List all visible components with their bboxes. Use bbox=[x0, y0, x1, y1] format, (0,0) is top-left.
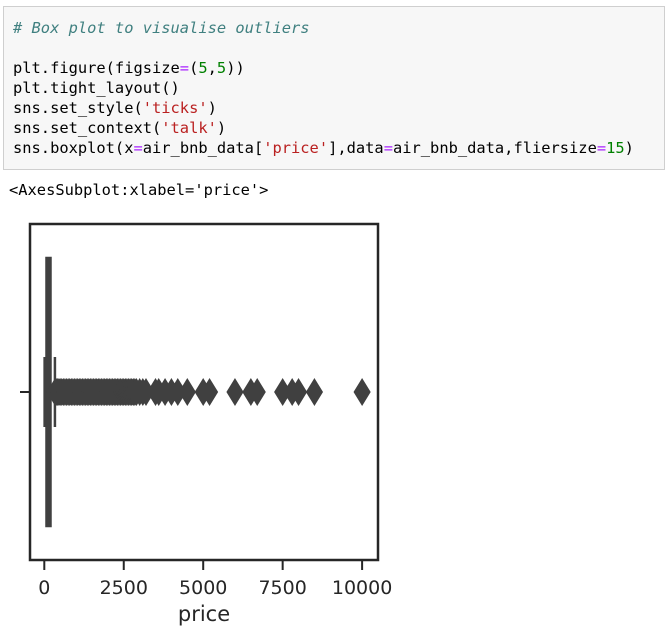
flier-point bbox=[289, 378, 308, 406]
code-token: )) bbox=[226, 59, 245, 77]
code-line: sns.set_context('talk') bbox=[13, 118, 634, 138]
code-token: 15 bbox=[606, 139, 625, 157]
flier-point bbox=[248, 378, 266, 406]
code-token: 'price' bbox=[263, 139, 329, 157]
cell-output-text: <AxesSubplot:xlabel='price'> bbox=[9, 181, 269, 199]
code-token: # Box plot to visualise outliers bbox=[13, 19, 310, 37]
code-token: , bbox=[207, 59, 217, 77]
flier-point bbox=[305, 378, 324, 406]
flier-point bbox=[353, 378, 371, 406]
code-editor[interactable]: # Box plot to visualise outliers plt.figu… bbox=[13, 18, 634, 158]
flier-point bbox=[200, 378, 219, 406]
code-token: ) bbox=[207, 99, 217, 117]
x-tick-label: 7500 bbox=[258, 577, 306, 599]
code-line: # Box plot to visualise outliers bbox=[13, 18, 634, 38]
code-token: sns.set_style( bbox=[13, 99, 143, 117]
code-line bbox=[13, 38, 634, 58]
code-token: ],data bbox=[328, 139, 384, 157]
code-cell[interactable]: # Box plot to visualise outliers plt.figu… bbox=[3, 6, 665, 170]
code-token: 5 bbox=[216, 59, 227, 77]
code-line: sns.boxplot(x=air_bnb_data['price'],data… bbox=[13, 138, 634, 158]
code-token: = bbox=[596, 139, 607, 157]
code-token: 5 bbox=[198, 59, 208, 77]
code-token: plt.tight_layout() bbox=[13, 79, 180, 97]
code-token: = bbox=[179, 59, 190, 77]
x-tick-label: 0 bbox=[38, 577, 50, 599]
code-token: sns.set_context( bbox=[13, 119, 162, 137]
code-line: plt.figure(figsize=(5,5)) bbox=[13, 58, 634, 78]
flier-point bbox=[178, 378, 196, 406]
code-token: = bbox=[133, 139, 143, 157]
code-line: plt.tight_layout() bbox=[13, 78, 634, 98]
code-token: air_bnb_data,fliersize bbox=[392, 139, 597, 157]
x-tick-label: 10000 bbox=[332, 577, 392, 599]
x-tick-label: 2500 bbox=[100, 577, 148, 599]
boxplot-chart: 0 2500 5000 7500 10000 price bbox=[20, 222, 392, 626]
code-token: sns.boxplot(x bbox=[13, 139, 134, 157]
code-token: ( bbox=[189, 59, 199, 77]
code-token: 'talk' bbox=[161, 119, 217, 137]
code-token: plt.figure(figsize bbox=[13, 59, 180, 77]
code-token: 'ticks' bbox=[142, 99, 208, 117]
code-token: air_bnb_data[ bbox=[142, 139, 264, 157]
code-token: = bbox=[383, 139, 393, 157]
x-axis-label: price bbox=[178, 602, 230, 626]
code-line: sns.set_style('ticks') bbox=[13, 98, 634, 118]
code-token: ) bbox=[216, 119, 227, 137]
x-tick-label: 5000 bbox=[179, 577, 227, 599]
code-token: ) bbox=[624, 139, 634, 157]
flier-point bbox=[226, 378, 244, 406]
